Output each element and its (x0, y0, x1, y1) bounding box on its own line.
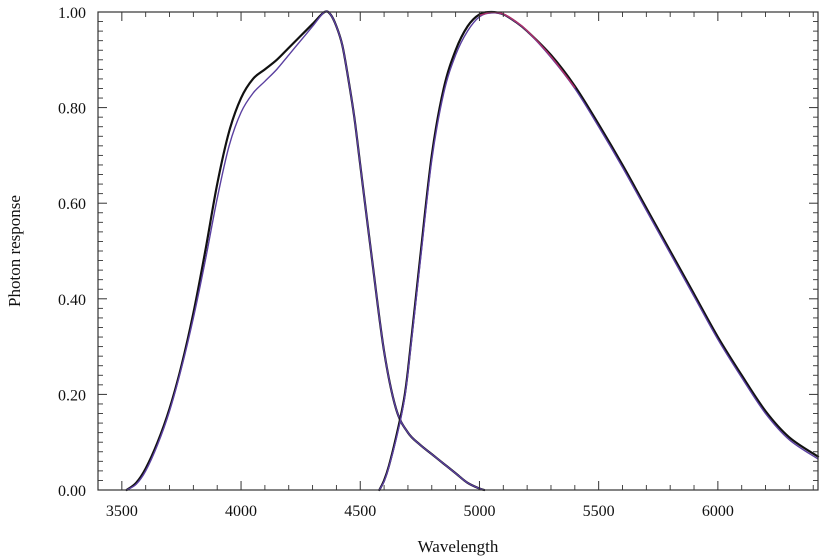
x-tick-label: 3500 (106, 503, 138, 520)
y-tick-label: 0.80 (58, 101, 86, 118)
y-tick-label: 0.20 (58, 387, 86, 404)
x-tick-label: 5000 (463, 503, 495, 520)
series-layer (125, 10, 820, 492)
y-tick-label: 0.40 (58, 292, 86, 309)
y-axis-label: Photon response (5, 195, 24, 307)
x-tick-label: 4000 (225, 503, 257, 520)
y-tick-label: 0.60 (58, 196, 86, 213)
x-tick-label: 6000 (702, 503, 734, 520)
labels-layer: 3500 4000 4500 5000 5500 6000 0.00 0.20 0.40 0.60… (58, 5, 734, 520)
series-line-5 (478, 11, 576, 89)
y-tick-label: 0.00 (58, 483, 86, 500)
x-axis-label: Wavelength (418, 537, 499, 556)
ticks-layer (97, 11, 818, 491)
x-tick-label: 4500 (344, 503, 376, 520)
x-tick-label: 5500 (583, 503, 615, 520)
y-tick-label: 1.00 (58, 5, 86, 22)
series-line-3 (378, 10, 820, 492)
series-line-1 (125, 10, 486, 492)
series-line-2 (125, 10, 485, 491)
